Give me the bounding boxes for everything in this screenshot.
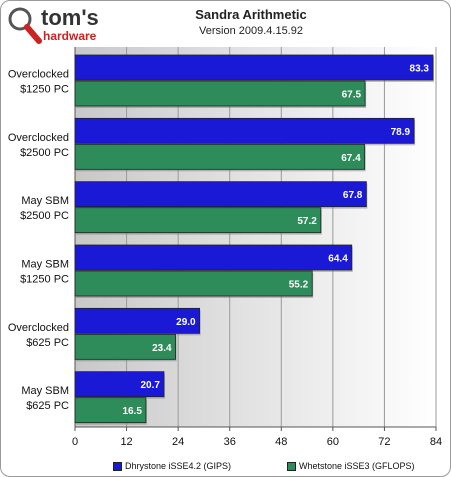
- legend-item-whetstone: Whetstone iSSE3 (GFLOPS): [287, 459, 415, 473]
- logo-sub-text: hardware: [43, 29, 97, 43]
- bar-value-label: 16.5: [122, 406, 142, 417]
- bar-value-label: 29.0: [176, 317, 196, 328]
- bar-whetstone: [74, 397, 147, 424]
- legend-label-whetstone: Whetstone iSSE3 (GFLOPS): [299, 461, 415, 471]
- category-label: May SBM: [21, 195, 69, 207]
- x-tick-label: 0: [72, 436, 78, 448]
- category-label: $2500 PC: [20, 147, 69, 159]
- x-tick-label: 60: [327, 436, 339, 448]
- bar-chart: 0 12 24 36 48 60 72 84 Overclocked $1250 PC 83.3 67…: [8, 47, 442, 448]
- chart-header: tom's hardware Sandra Arithmetic Version…: [1, 1, 450, 47]
- legend-swatch-whetstone: [287, 461, 296, 471]
- bar-value-label: 64.4: [328, 254, 348, 265]
- bar-value-label: 20.7: [140, 380, 160, 391]
- bar-whetstone: [74, 270, 313, 297]
- category-label: $2500 PC: [20, 210, 69, 222]
- bar-value-label: 57.2: [297, 216, 317, 227]
- x-tick-label: 36: [224, 436, 236, 448]
- bar-whetstone: [74, 207, 322, 234]
- category-label: Overclocked: [8, 69, 69, 81]
- chart-title: Sandra Arithmetic: [195, 7, 307, 22]
- bar-value-label: 55.2: [289, 280, 309, 291]
- x-tick-label: 72: [378, 436, 390, 448]
- bar-value-label: 67.8: [343, 190, 363, 201]
- toms-hardware-logo: tom's hardware: [8, 5, 99, 44]
- legend-label-dhrystone: Dhrystone iSSE4.2 (GIPS): [125, 461, 232, 471]
- x-tick-label: 48: [275, 436, 287, 448]
- category-label: $1250 PC: [20, 274, 69, 286]
- category-label: Overclocked: [8, 322, 69, 334]
- legend-item-dhrystone: Dhrystone iSSE4.2 (GIPS): [113, 459, 231, 473]
- category-label: $625 PC: [26, 400, 69, 412]
- bar-dhrystone: [74, 54, 434, 81]
- logo-main-text: tom's: [41, 5, 99, 30]
- bar-dhrystone: [74, 307, 201, 334]
- x-tick-label: 84: [430, 436, 442, 448]
- bar-value-label: 67.4: [341, 153, 361, 164]
- category-label: May SBM: [21, 385, 69, 397]
- legend-swatch-dhrystone: [113, 461, 122, 471]
- bar-dhrystone: [74, 117, 415, 144]
- bar-dhrystone: [74, 181, 367, 208]
- category-label: $625 PC: [26, 337, 69, 349]
- category-label: May SBM: [21, 259, 69, 271]
- bar-dhrystone: [74, 244, 353, 271]
- bar-value-label: 78.9: [391, 127, 411, 138]
- x-tick-label: 24: [172, 436, 184, 448]
- bar-value-label: 23.4: [152, 343, 172, 354]
- category-label: $1250 PC: [20, 84, 69, 96]
- x-tick-label: 12: [120, 436, 132, 448]
- chart-legend: Dhrystone iSSE4.2 (GIPS) Whetstone iSSE3…: [1, 459, 450, 473]
- bar-whetstone: [74, 80, 366, 107]
- plot-area: [75, 47, 436, 427]
- bar-whetstone: [74, 333, 176, 360]
- bar-dhrystone: [74, 371, 165, 398]
- bar-whetstone: [74, 143, 366, 170]
- bar-value-label: 83.3: [410, 64, 430, 75]
- bar-value-label: 67.5: [342, 90, 362, 101]
- chart-subtitle: Version 2009.4.15.92: [199, 25, 303, 37]
- category-label: Overclocked: [8, 132, 69, 144]
